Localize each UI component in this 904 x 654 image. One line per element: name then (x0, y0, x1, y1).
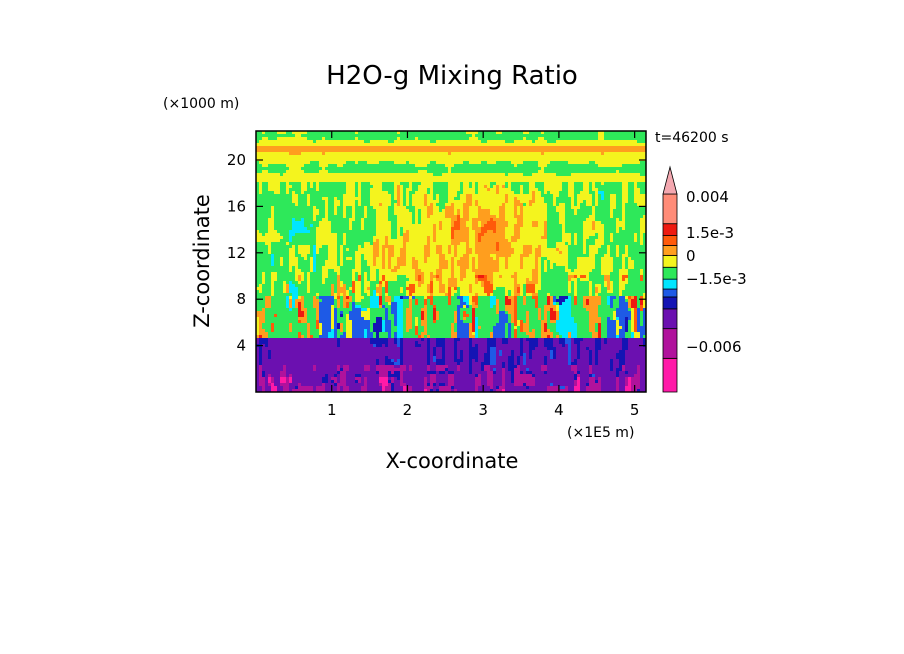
colorbar-overflow-triangle (662, 165, 678, 195)
colorbar-tick-label: −1.5e-3 (686, 270, 747, 288)
colorbar-tick-label: 1.5e-3 (686, 224, 734, 242)
y-tick-label: 8 (236, 290, 246, 308)
y-tick-label: 20 (227, 151, 246, 169)
colorbar-swatch (662, 245, 678, 256)
colorbar-tick-label: 0 (686, 247, 696, 265)
y-axis-label: Z-coordinate (190, 194, 214, 328)
y-tick-label: 4 (236, 337, 246, 355)
y-tick-label: 12 (227, 244, 246, 262)
colorbar-tick-label: 0.004 (686, 188, 729, 206)
colorbar-swatch (662, 308, 678, 330)
colorbar-swatch (662, 254, 678, 268)
x-tick-label: 1 (327, 401, 337, 419)
x-scale-label: (×1E5 m) (567, 425, 634, 441)
y-axis: 4 8 12 16 20 (227, 151, 646, 355)
y-tick-label: 16 (227, 197, 246, 215)
colorbar (662, 165, 678, 393)
x-axis-label: X-coordinate (386, 449, 519, 473)
colorbar-swatch (662, 235, 678, 246)
x-tick-label: 2 (403, 401, 413, 419)
colorbar-swatch (662, 193, 678, 225)
colorbar-swatch (662, 296, 678, 310)
colorbar-swatch (662, 223, 678, 236)
colorbar-tick-label: −0.006 (686, 338, 742, 356)
plot-frame (255, 130, 647, 393)
colorbar-swatch (662, 278, 678, 290)
colorbar-swatch (662, 288, 678, 298)
x-tick-label: 3 (478, 401, 488, 419)
colorbar-swatch (662, 328, 678, 359)
chart-title: H2O-g Mixing Ratio (326, 61, 578, 91)
y-scale-label: (×1000 m) (163, 96, 239, 112)
time-label: t=46200 s (655, 130, 729, 146)
x-tick-label: 4 (554, 401, 564, 419)
colorbar-tick-labels: 0.004 1.5e-3 0 −1.5e-3 −0.006 (686, 188, 747, 356)
colorbar-swatch (662, 357, 678, 393)
x-tick-label: 5 (630, 401, 640, 419)
x-axis: 1 2 3 4 5 (327, 131, 639, 419)
colorbar-swatch (662, 266, 678, 280)
plot-area (256, 131, 646, 392)
